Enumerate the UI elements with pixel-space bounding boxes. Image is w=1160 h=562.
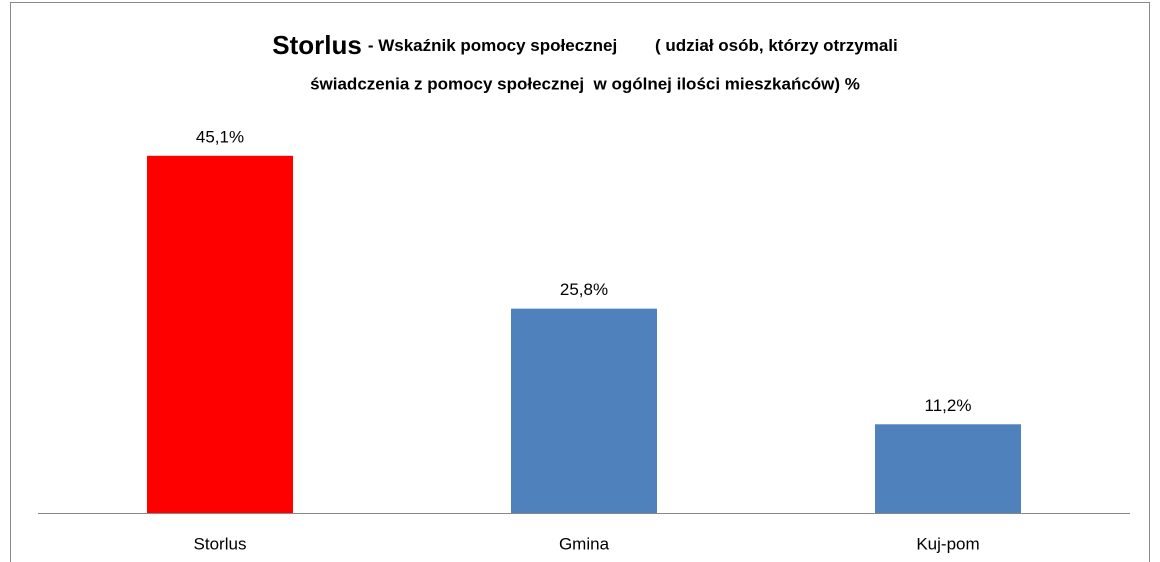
title-name: Storlus <box>272 30 362 60</box>
title-rest: - Wskaźnik pomocy społecznej ( udział os… <box>368 36 898 55</box>
chart-border <box>10 2 1150 562</box>
bar <box>147 155 293 514</box>
chart-title: Storlus - Wskaźnik pomocy społecznej ( ud… <box>272 30 898 60</box>
data-label: 45,1% <box>196 127 244 146</box>
bar <box>875 424 1021 513</box>
x-tick-label: Storlus <box>194 534 247 553</box>
bar <box>511 308 657 513</box>
chart-title: świadczenia z pomocy społecznej w ogólne… <box>310 74 860 93</box>
data-label: 25,8% <box>560 280 608 299</box>
data-label: 11,2% <box>925 396 972 415</box>
x-tick-label: Gmina <box>559 534 610 553</box>
x-tick-label: Kuj-pom <box>916 534 979 553</box>
